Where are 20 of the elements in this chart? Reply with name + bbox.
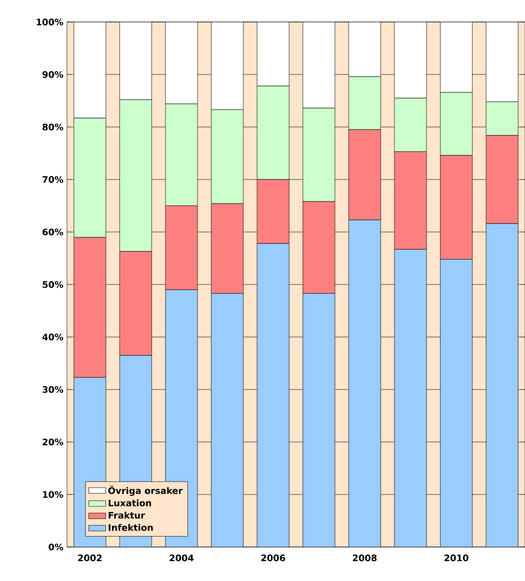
- x-tick-label: 2008: [352, 554, 377, 562]
- y-tick-label: 70%: [42, 176, 64, 183]
- y-tick-label: 80%: [42, 124, 64, 130]
- y-tick-label: 20%: [42, 438, 64, 446]
- legend-label: Övriga orsaker: [108, 486, 183, 496]
- y-tick-label: 10%: [43, 491, 64, 498]
- y-tick-label: 100%: [36, 18, 64, 26]
- legend-label: Infektion: [108, 524, 153, 531]
- y-tick-label: 90%: [42, 71, 64, 78]
- y-tick-label: 0%: [48, 544, 64, 550]
- x-tick-label: 2010: [444, 554, 468, 562]
- x-tick-label: 2004: [170, 554, 194, 562]
- y-tick-label: 50%: [42, 281, 64, 288]
- x-tick-label: 2006: [261, 554, 286, 562]
- y-tick-label: 40%: [42, 334, 64, 340]
- y-tick-label: 30%: [42, 386, 64, 393]
- legend-label: Luxation: [108, 499, 152, 506]
- legend-label: Fraktur: [108, 512, 145, 519]
- x-tick-label: 2002: [78, 554, 102, 562]
- y-tick-label: 60%: [42, 228, 64, 236]
